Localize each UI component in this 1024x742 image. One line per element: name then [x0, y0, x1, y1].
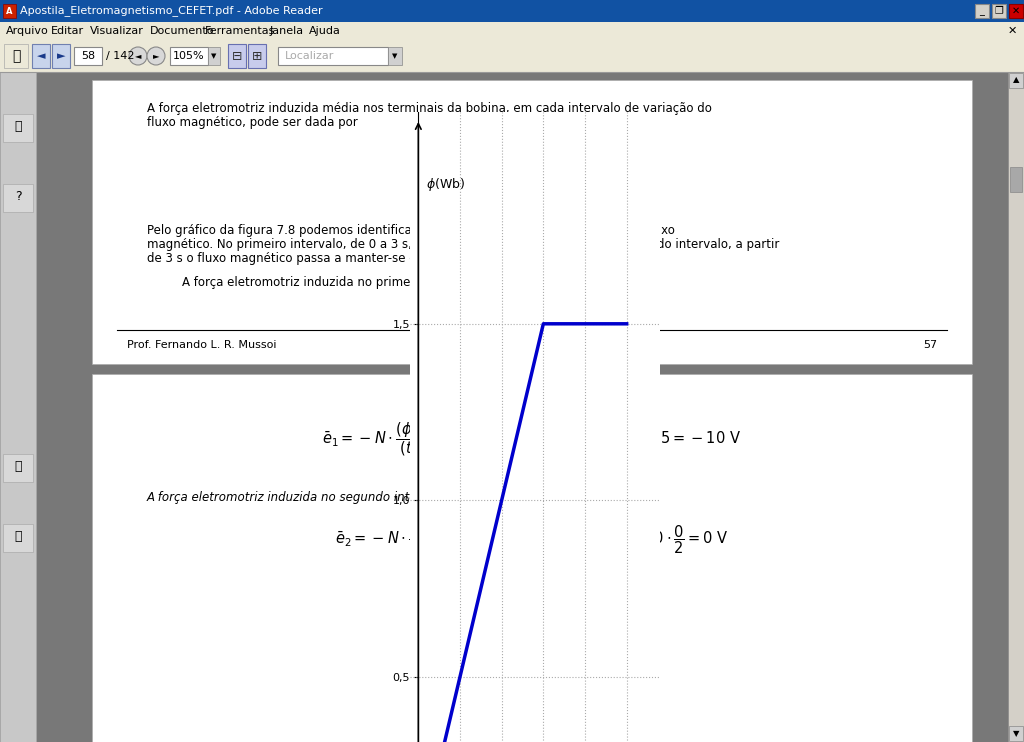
Bar: [0, 72, 36, 742]
Bar: [74, 47, 102, 65]
Text: 105%: 105%: [173, 51, 205, 61]
Text: 🖨: 🖨: [12, 49, 20, 63]
Text: A força eletromotriz induzida no primeiro intervalo é:: A força eletromotriz induzida no primeir…: [182, 276, 497, 289]
Text: 📄: 📄: [14, 120, 22, 134]
Circle shape: [129, 47, 147, 65]
Bar: [228, 44, 246, 68]
Text: ⊞: ⊞: [252, 50, 262, 62]
Bar: [208, 47, 220, 65]
Text: ▲: ▲: [1013, 76, 1019, 85]
Text: ►: ►: [153, 51, 160, 61]
Bar: [1010, 167, 1022, 192]
Text: ❐: ❐: [994, 6, 1004, 16]
Text: A força eletromotriz induzida média nos terminais da bobina, em cada intervalo d: A força eletromotriz induzida média nos …: [147, 102, 712, 115]
Text: ►: ►: [56, 51, 66, 61]
Bar: [1009, 73, 1023, 88]
Text: ✕: ✕: [1012, 6, 1020, 16]
Bar: [0, 22, 1024, 40]
Text: $\phi$(Wb): $\phi$(Wb): [426, 176, 465, 192]
Text: Ferramentas: Ferramentas: [205, 26, 274, 36]
Bar: [0, 40, 1024, 72]
Text: Visualizar: Visualizar: [90, 26, 143, 36]
Text: Documento: Documento: [150, 26, 214, 36]
Bar: [975, 4, 989, 18]
Text: Localizar: Localizar: [285, 51, 335, 61]
Text: ?: ?: [14, 191, 22, 203]
Circle shape: [147, 47, 165, 65]
Bar: [992, 4, 1006, 18]
Text: Fundamentos de Eletromagnetismo: Fundamentos de Eletromagnetismo: [432, 340, 632, 350]
Bar: [1009, 4, 1023, 18]
Text: A: A: [6, 7, 12, 16]
Text: ⊟: ⊟: [231, 50, 243, 62]
Text: ✕: ✕: [1008, 26, 1017, 36]
Text: $\bar{e} = -N \cdot \dfrac{\Delta\phi}{\Delta t}$: $\bar{e} = -N \cdot \dfrac{\Delta\phi}{\…: [478, 151, 586, 192]
Text: 57: 57: [923, 340, 937, 350]
Text: Pelo gráfico da figura 7.8 podemos identificar dois intervalos no comportamento : Pelo gráfico da figura 7.8 podemos ident…: [147, 224, 675, 237]
Bar: [388, 47, 402, 65]
Bar: [0, 0, 1024, 22]
Bar: [52, 44, 70, 68]
Text: Arquivo: Arquivo: [6, 26, 49, 36]
Text: ▼: ▼: [1013, 729, 1019, 738]
Bar: [3, 4, 16, 18]
Text: ▼: ▼: [211, 53, 217, 59]
Bar: [278, 47, 388, 65]
Text: 💬: 💬: [14, 531, 22, 543]
Bar: [3, 184, 33, 212]
Bar: [92, 374, 972, 742]
Text: 🔗: 🔗: [14, 461, 22, 473]
Bar: [3, 524, 33, 552]
Bar: [4, 44, 28, 68]
Text: fluxo magnético, pode ser dada por: fluxo magnético, pode ser dada por: [147, 116, 357, 129]
Bar: [3, 114, 33, 142]
Text: Editar: Editar: [50, 26, 84, 36]
Text: ◄: ◄: [135, 51, 141, 61]
Bar: [1009, 726, 1023, 741]
Text: ◄: ◄: [37, 51, 45, 61]
Text: ▼: ▼: [392, 53, 397, 59]
Bar: [1008, 72, 1024, 742]
Text: $\bar{e}_1 = -N \cdot \dfrac{(\phi_f - \phi_i)}{(t_f - t_i)} = -20 \cdot \dfrac{: $\bar{e}_1 = -N \cdot \dfrac{(\phi_f - \…: [323, 420, 741, 458]
Bar: [32, 44, 50, 68]
Text: Prof. Fernando L. R. Mussoi: Prof. Fernando L. R. Mussoi: [127, 340, 276, 350]
Text: Apostila_Eletromagnetismo_CEFET.pdf - Adobe Reader: Apostila_Eletromagnetismo_CEFET.pdf - Ad…: [20, 5, 323, 16]
Bar: [248, 44, 266, 68]
Text: de 3 s o fluxo magnético passa a manter-se constante.: de 3 s o fluxo magnético passa a manter-…: [147, 252, 472, 265]
Bar: [3, 454, 33, 482]
Text: 58: 58: [81, 51, 95, 61]
Bar: [170, 47, 208, 65]
Text: $\bar{e}_2 = -N \cdot \dfrac{(\phi_f - \phi_i)}{(t_f - t_i)} = -20 \cdot \dfrac{: $\bar{e}_2 = -N \cdot \dfrac{(\phi_f - \…: [335, 520, 729, 558]
Text: magnético. No primeiro intervalo, de 0 a 3 s, o fluxo magnético é crescente. No : magnético. No primeiro intervalo, de 0 a…: [147, 238, 779, 251]
Bar: [92, 80, 972, 364]
Text: Janela: Janela: [269, 26, 304, 36]
Text: / 142: / 142: [106, 51, 134, 61]
Text: _: _: [980, 6, 984, 16]
Text: A força eletromotriz induzida no segundo intervalo é:: A força eletromotriz induzida no segundo…: [147, 491, 462, 504]
Text: Ajuda: Ajuda: [309, 26, 341, 36]
